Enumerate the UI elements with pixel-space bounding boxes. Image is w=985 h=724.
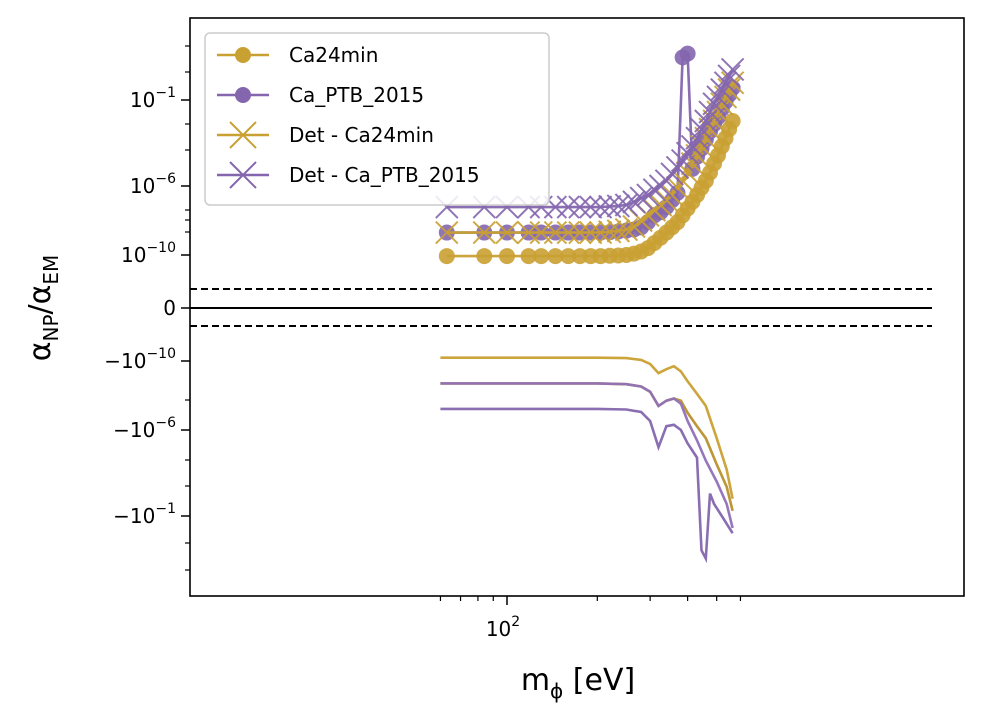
data-point (560, 248, 577, 265)
data-point (476, 248, 493, 265)
data-point-x (698, 100, 722, 124)
legend: Ca24min Ca_PTB_2015 Det - Ca24min Det - Ca_… (204, 32, 550, 206)
legend-box (204, 32, 550, 206)
data-point (679, 45, 696, 62)
data-point-x (689, 117, 714, 141)
axes: 102 10−1 10−6 10−10 0 −10−10 −10−6 −10−1 mϕ [eV]… (23, 17, 965, 703)
series-line-7 (440, 382, 734, 529)
data-point-x (710, 77, 734, 102)
y-tick-label: −10−1 (113, 501, 176, 528)
data-point-x (516, 220, 541, 245)
data-point-x (713, 71, 738, 95)
data-point-x (702, 92, 726, 116)
y-tick-label: −10−6 (113, 415, 176, 442)
legend-label: Ca24min (289, 43, 378, 67)
data-point-x (606, 194, 631, 218)
legend-label: Det - Ca_PTB_2015 (289, 163, 480, 187)
data-point-x (472, 220, 496, 245)
x-axis-label: mϕ [eV] (521, 663, 635, 703)
data-point-x (665, 155, 690, 180)
y-tick-label: 10−1 (130, 85, 176, 112)
data-point-x (588, 220, 613, 245)
legend-label: Det - Ca24min (289, 123, 434, 147)
data-point (438, 248, 455, 265)
data-point (533, 248, 550, 265)
data-point-x (706, 85, 730, 109)
y-tick-label: −10−10 (104, 346, 176, 373)
data-point-x (675, 141, 700, 165)
legend-marker-dot (235, 47, 251, 63)
y-tick-label: 10−6 (130, 171, 176, 198)
data-point-x (614, 217, 639, 242)
data-point-x (629, 186, 653, 210)
data-point-x (680, 134, 705, 159)
data-point-x (606, 219, 631, 243)
y-tick-label: 10−10 (121, 240, 176, 267)
data-point-x (622, 190, 646, 214)
axes-frame (189, 17, 965, 597)
data-point-x (578, 195, 603, 219)
y-axis-label: αNP/αEM (23, 255, 63, 362)
data-point-x (568, 195, 592, 219)
data-point-x (670, 169, 695, 193)
data-point-x (720, 57, 745, 82)
data-point-x (642, 178, 667, 202)
series-line-6 (440, 407, 734, 564)
legend-label: Ca_PTB_2015 (289, 83, 424, 107)
data-point (724, 113, 741, 130)
data-point-x (670, 148, 695, 173)
data-point-x (614, 193, 639, 217)
data-point-x (556, 195, 580, 219)
y-tick-label: 0 (163, 296, 176, 320)
series-line-4 (440, 356, 734, 500)
legend-marker-dot (235, 87, 251, 103)
data-point-x (495, 220, 519, 245)
data-point-x (556, 220, 580, 245)
data-point-x (660, 183, 684, 207)
data-point-x (717, 64, 741, 88)
data-point (520, 248, 537, 265)
data-point-x (578, 220, 603, 245)
legend-marker-x (229, 161, 257, 189)
data-point-x (588, 195, 613, 219)
data-point-x (543, 220, 568, 245)
data-point-x (694, 109, 718, 133)
legend-marker-x (229, 121, 257, 149)
data-point (499, 248, 515, 265)
plot-area (190, 45, 932, 564)
data-point-x (689, 134, 714, 159)
data-point-x (568, 220, 592, 245)
data-point (547, 248, 564, 265)
data-point-x (435, 220, 459, 245)
x-tick-label: 102 (486, 614, 520, 641)
